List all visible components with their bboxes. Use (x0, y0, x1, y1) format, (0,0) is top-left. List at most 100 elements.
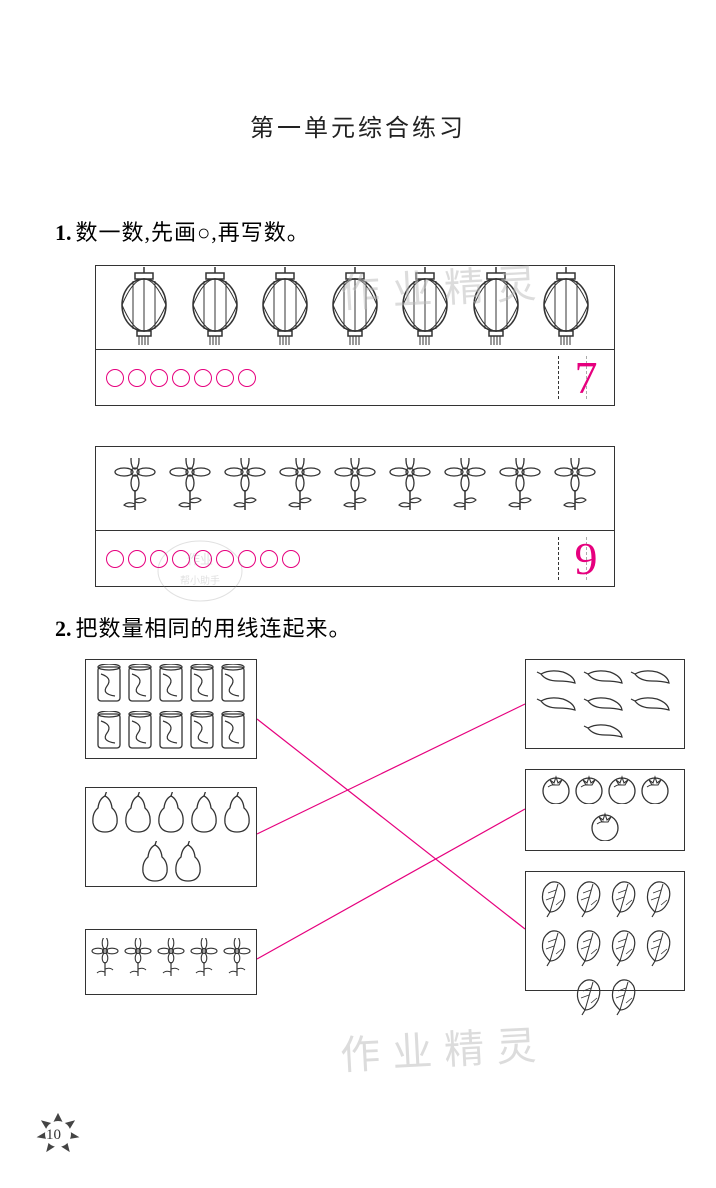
pear-icon (140, 841, 170, 888)
lantern-icon (395, 265, 455, 350)
can-icon (157, 664, 185, 709)
q1-text: 数一数,先画○,再写数。 (76, 220, 310, 245)
flower-icon (111, 458, 159, 519)
leaf-icon (607, 876, 639, 923)
q1-answer-box-1: 7 (558, 350, 614, 405)
leaf-icon (572, 974, 604, 1021)
match-line (257, 719, 525, 929)
match-left-cans (85, 659, 257, 759)
q1-circles-2 (96, 531, 558, 586)
q2-text: 把数量相同的用线连起来。 (76, 616, 352, 641)
match-arena (85, 659, 685, 1019)
q1-number: 1. (55, 220, 72, 245)
answer-circle-icon (216, 550, 234, 568)
lantern-icon (536, 265, 596, 350)
answer-circle-icon (238, 550, 256, 568)
leaf-icon (537, 876, 569, 923)
flower-icon (221, 458, 269, 519)
can-icon (188, 711, 216, 756)
can-icon (126, 664, 154, 709)
flower-sm-icon (189, 938, 219, 987)
pear-icon (156, 792, 186, 839)
q1-circles-1 (96, 350, 558, 405)
page-title: 第一单元综合练习 (0, 108, 716, 143)
banana-icon (583, 722, 627, 747)
tomato-icon (590, 811, 620, 846)
leaf-icon (642, 876, 674, 923)
can-icon (188, 664, 216, 709)
can-icon (219, 664, 247, 709)
tomato-icon (640, 774, 670, 809)
match-right-bananas (525, 659, 685, 749)
lantern-icon (325, 265, 385, 350)
answer-circle-icon (172, 369, 190, 387)
match-right-tomatoes (525, 769, 685, 851)
flower-icon (166, 458, 214, 519)
flower-icon (386, 458, 434, 519)
can-icon (219, 711, 247, 756)
tomato-icon (607, 774, 637, 809)
can-icon (95, 664, 123, 709)
watermark-bottom: 作业精灵 (339, 1013, 550, 1082)
answer-circle-icon (150, 550, 168, 568)
flower-icon (496, 458, 544, 519)
flower-sm-icon (156, 938, 186, 987)
leaf-icon (537, 925, 569, 972)
q2-number: 2. (55, 616, 72, 641)
q1-flowers-box (95, 446, 615, 531)
flower-sm-icon (123, 938, 153, 987)
banana-icon (630, 695, 674, 720)
q1-set-1: 7 (95, 265, 661, 406)
match-right-leaves (525, 871, 685, 991)
match-left-pears (85, 787, 257, 887)
flower-icon (441, 458, 489, 519)
question-2: 2. 把数量相同的用线连起来。 (55, 611, 661, 1019)
answer-circle-icon (194, 550, 212, 568)
leaf-icon (642, 925, 674, 972)
pear-icon (90, 792, 120, 839)
answer-circle-icon (128, 550, 146, 568)
can-icon (157, 711, 185, 756)
match-line (257, 809, 525, 959)
banana-icon (583, 695, 627, 720)
tomato-icon (541, 774, 571, 809)
pear-icon (123, 792, 153, 839)
match-line (257, 704, 525, 834)
q1-answer-2: 9 (575, 536, 598, 582)
banana-icon (536, 668, 580, 693)
pear-icon (222, 792, 252, 839)
question-1: 1. 数一数,先画○,再写数。 7 9 (55, 215, 661, 587)
can-icon (95, 711, 123, 756)
answer-circle-icon (194, 369, 212, 387)
lantern-icon (185, 265, 245, 350)
leaf-icon (572, 876, 604, 923)
match-left-flowers (85, 929, 257, 995)
lantern-icon (466, 265, 526, 350)
tomato-icon (574, 774, 604, 809)
lantern-icon (255, 265, 315, 350)
flower-sm-icon (90, 938, 120, 987)
flower-icon (331, 458, 379, 519)
answer-circle-icon (282, 550, 300, 568)
flower-icon (276, 458, 324, 519)
lantern-icon (114, 265, 174, 350)
page-number: 10 (46, 1127, 61, 1144)
answer-circle-icon (150, 369, 168, 387)
q1-lanterns-box (95, 265, 615, 350)
answer-circle-icon (128, 369, 146, 387)
leaf-icon (607, 925, 639, 972)
answer-circle-icon (216, 369, 234, 387)
flower-icon (551, 458, 599, 519)
leaf-icon (572, 925, 604, 972)
banana-icon (583, 668, 627, 693)
answer-circle-icon (260, 550, 278, 568)
answer-circle-icon (238, 369, 256, 387)
pear-icon (173, 841, 203, 888)
leaf-icon (607, 974, 639, 1021)
q1-answer-1: 7 (575, 355, 598, 401)
answer-circle-icon (106, 550, 124, 568)
answer-circle-icon (172, 550, 190, 568)
can-icon (126, 711, 154, 756)
pear-icon (189, 792, 219, 839)
answer-circle-icon (106, 369, 124, 387)
